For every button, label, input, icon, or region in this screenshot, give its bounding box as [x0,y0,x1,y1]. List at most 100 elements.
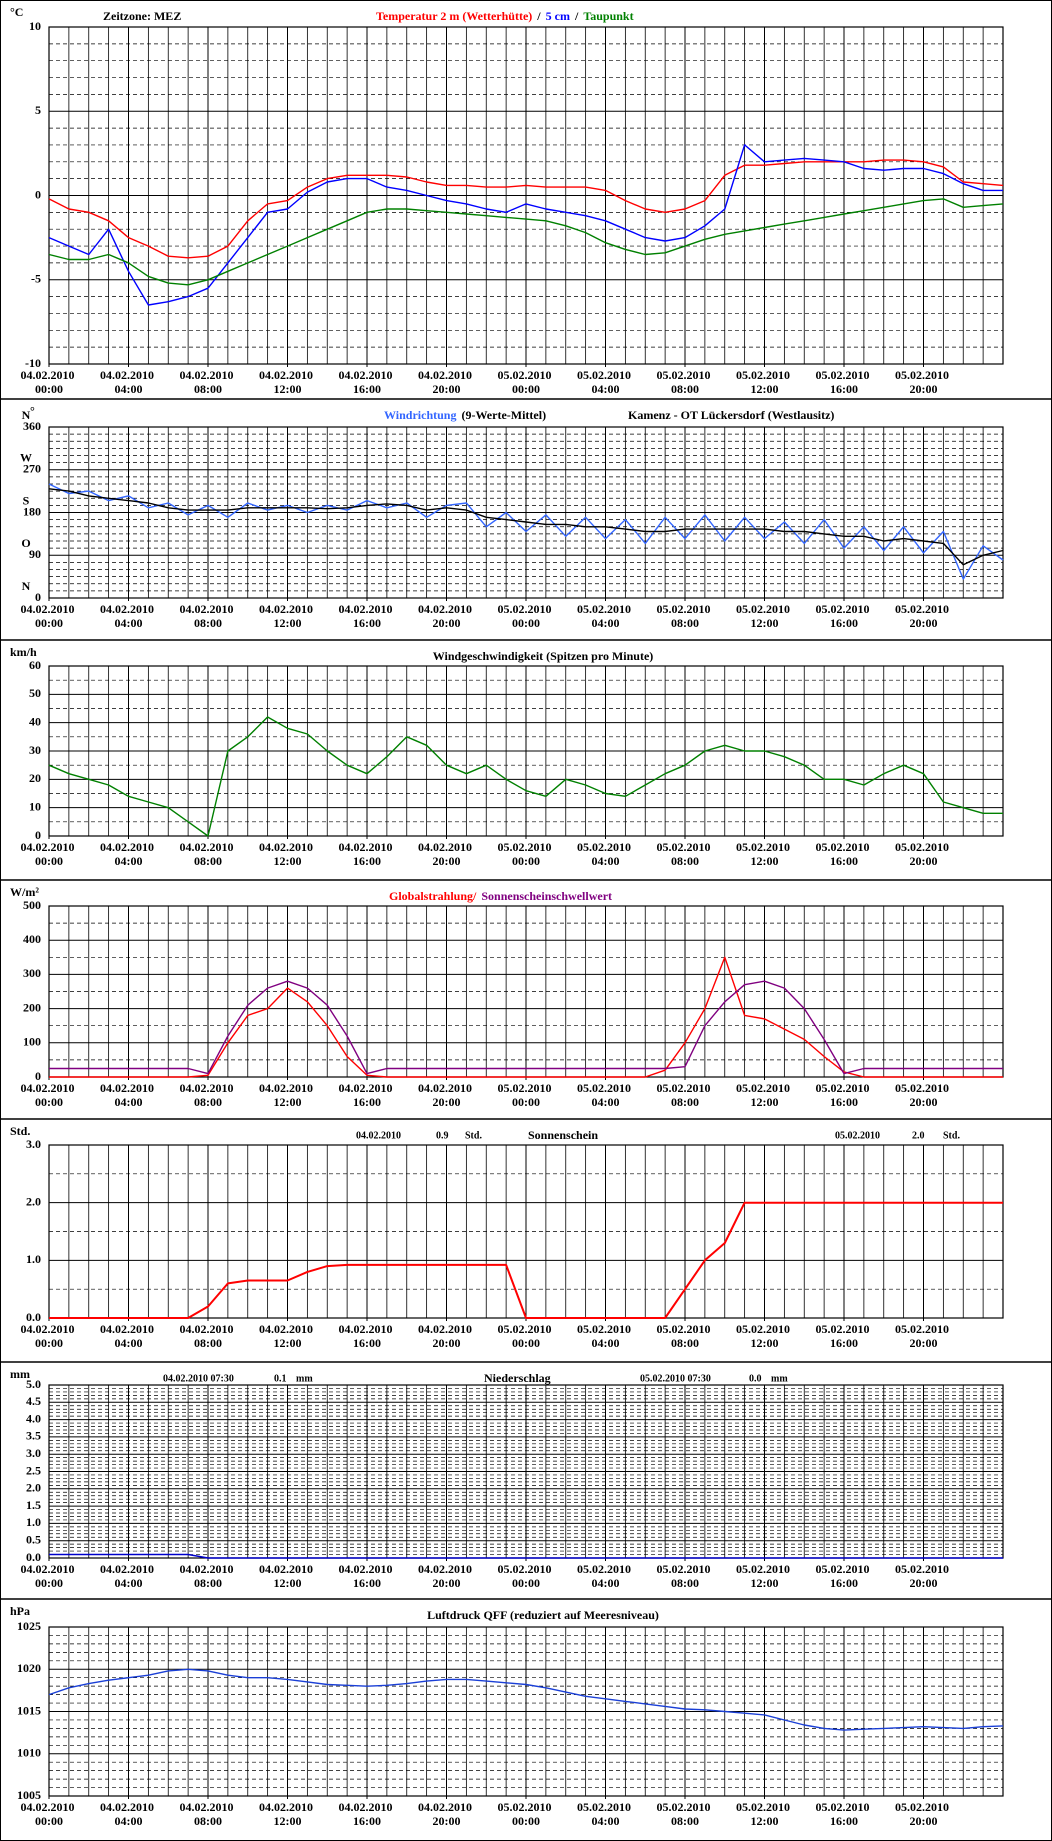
x-tick-date: 04.02.2010 [339,1562,396,1576]
x-tick-time: 00:00 [35,616,63,630]
y-tick-label: 0.0 [26,1310,41,1324]
legend-title-part: Sonnenscheinschwellwert [481,889,612,903]
x-tick-time: 00:00 [512,1814,540,1828]
x-tick-time: 08:00 [194,1576,222,1590]
x-tick-label: 05.02.2010 12:00 [736,840,793,868]
x-tick-time: 04:00 [592,1095,620,1109]
x-tick-label: 04.02.2010 04:00 [100,368,157,396]
x-tick-date: 05.02.2010 [498,1322,555,1336]
x-tick-date: 05.02.2010 [736,368,793,382]
x-tick-date: 04.02.2010 [21,1322,78,1336]
x-tick-date: 04.02.2010 [180,1800,237,1814]
x-tick-time: 20:00 [433,1336,461,1350]
x-tick-label: 05.02.2010 16:00 [816,1800,873,1828]
y-tick-label: 20 [29,771,41,785]
data-line [48,716,1003,837]
x-tick-date: 04.02.2010 [21,368,78,382]
legend-title-part: (9-Werte-Mittel) [461,408,546,422]
x-tick-date: 04.02.2010 [180,1562,237,1576]
x-tick-label: 04.02.2010 00:00 [21,1081,78,1109]
summary-unit: Std. [465,1130,482,1141]
y-tick-label: 5.0 [26,1377,41,1391]
x-tick-time: 08:00 [194,854,222,868]
x-tick-date: 05.02.2010 [577,1562,634,1576]
x-tick-date: 05.02.2010 [895,840,952,854]
x-tick-time: 20:00 [910,1095,938,1109]
x-tick-time: 20:00 [433,854,461,868]
x-tick-label: 04.02.2010 04:00 [100,602,157,630]
y-unit: W/m² [10,885,39,899]
x-tick-label: 04.02.2010 08:00 [180,1322,237,1350]
x-tick-time: 20:00 [910,616,938,630]
x-tick-date: 04.02.2010 [418,1800,475,1814]
y-tick-label: 1015 [17,1703,41,1717]
y-tick-label: 10 [29,19,41,33]
x-tick-label: 05.02.2010 12:00 [736,368,793,396]
y-tick-label: 0 [35,828,41,842]
compass-label: N [22,408,31,422]
x-tick-time: 04:00 [115,1576,143,1590]
x-tick-label: 05.02.2010 00:00 [498,1562,555,1590]
x-tick-date: 04.02.2010 [418,840,475,854]
zone-label: Zeitzone: MEZ [103,9,181,23]
x-tick-label: 05.02.2010 08:00 [657,1322,714,1350]
x-tick-date: 04.02.2010 [21,602,78,616]
x-tick-date: 04.02.2010 [21,1800,78,1814]
data-line [49,1201,1003,1319]
plot-frame [48,26,1004,365]
data-line [48,144,1003,306]
x-tick-date: 04.02.2010 [100,368,157,382]
x-tick-date: 04.02.2010 [339,368,396,382]
legend-title: Temperatur 2 m (Wetterhütte) / 5 cm / Taupun… [376,9,634,23]
x-tick-date: 05.02.2010 [498,1081,555,1095]
x-tick-time: 04:00 [592,382,620,396]
y-tick-label: 500 [23,898,41,912]
compass-label: S [23,493,30,507]
legend-title-part: Taupunkt [583,9,633,23]
x-tick-time: 08:00 [671,616,699,630]
x-tick-time: 04:00 [592,1576,620,1590]
x-tick-time: 12:00 [274,1814,302,1828]
y-tick-label: 0 [35,1069,41,1083]
summary-total: 0.9 [436,1130,449,1141]
x-tick-date: 05.02.2010 [895,1081,952,1095]
x-tick-label: 04.02.2010 04:00 [100,840,157,868]
x-tick-label: 05.02.2010 00:00 [498,602,555,630]
x-tick-time: 04:00 [115,854,143,868]
x-tick-label: 05.02.2010 12:00 [736,1081,793,1109]
x-tick-date: 04.02.2010 [259,1800,316,1814]
x-tick-label: 05.02.2010 04:00 [577,1322,634,1350]
data-line [49,980,1003,1075]
data-line [48,198,1004,286]
x-tick-date: 05.02.2010 [577,1322,634,1336]
x-tick-date: 05.02.2010 [736,602,793,616]
x-tick-label: 04.02.2010 08:00 [180,368,237,396]
x-tick-label: 04.02.2010 12:00 [259,840,316,868]
data-line [49,1553,1003,1559]
y-tick-label: 0 [35,187,41,201]
x-tick-date: 05.02.2010 [736,1081,793,1095]
x-tick-time: 00:00 [35,1814,63,1828]
x-tick-date: 05.02.2010 [736,1322,793,1336]
summary-date: 05.02.2010 07:30 [640,1373,711,1384]
x-tick-time: 16:00 [353,854,381,868]
x-tick-date: 04.02.2010 [259,1562,316,1576]
x-tick-date: 05.02.2010 [577,840,634,854]
y-tick-label: 360 [23,419,41,433]
x-tick-time: 12:00 [274,1576,302,1590]
x-tick-label: 04.02.2010 00:00 [21,840,78,868]
x-tick-date: 04.02.2010 [418,1081,475,1095]
x-tick-date: 04.02.2010 [339,840,396,854]
x-tick-time: 12:00 [274,616,302,630]
x-tick-date: 05.02.2010 [895,602,952,616]
x-tick-time: 08:00 [671,1576,699,1590]
x-tick-time: 04:00 [115,1336,143,1350]
y-tick-label: 5 [35,103,41,117]
x-tick-time: 20:00 [433,1095,461,1109]
x-tick-label: 04.02.2010 08:00 [180,1800,237,1828]
x-tick-date: 05.02.2010 [895,368,952,382]
x-tick-time: 12:00 [274,1095,302,1109]
x-tick-date: 04.02.2010 [418,1562,475,1576]
x-tick-date: 05.02.2010 [657,368,714,382]
x-tick-date: 04.02.2010 [100,1800,157,1814]
